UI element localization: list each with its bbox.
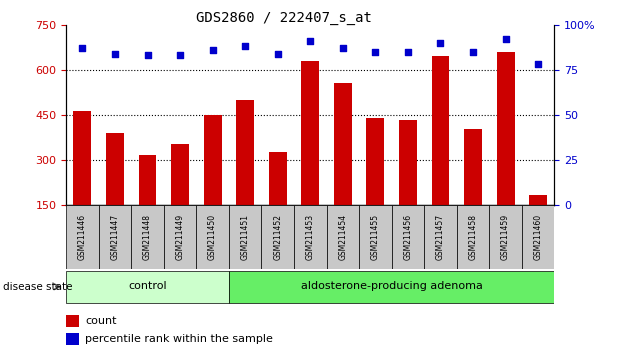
- FancyBboxPatch shape: [261, 205, 294, 269]
- Text: GSM211458: GSM211458: [469, 214, 478, 260]
- Text: control: control: [129, 281, 167, 291]
- Text: aldosterone-producing adenoma: aldosterone-producing adenoma: [301, 281, 483, 291]
- Text: disease state: disease state: [3, 282, 72, 292]
- FancyBboxPatch shape: [131, 205, 164, 269]
- Text: GSM211450: GSM211450: [208, 214, 217, 260]
- FancyBboxPatch shape: [164, 205, 197, 269]
- Bar: [171, 144, 189, 205]
- Point: [240, 44, 250, 49]
- FancyBboxPatch shape: [392, 205, 424, 269]
- Text: percentile rank within the sample: percentile rank within the sample: [85, 334, 273, 344]
- Bar: [269, 152, 287, 205]
- FancyBboxPatch shape: [66, 271, 229, 303]
- Point: [142, 53, 152, 58]
- Text: GSM211455: GSM211455: [371, 214, 380, 260]
- FancyBboxPatch shape: [457, 205, 490, 269]
- FancyBboxPatch shape: [66, 205, 99, 269]
- FancyBboxPatch shape: [99, 205, 131, 269]
- Text: GSM211459: GSM211459: [501, 214, 510, 260]
- Bar: [236, 100, 254, 205]
- Point: [110, 51, 120, 57]
- Point: [533, 62, 543, 67]
- Point: [403, 49, 413, 55]
- Text: GSM211448: GSM211448: [143, 214, 152, 260]
- Bar: [334, 84, 352, 205]
- Point: [338, 45, 348, 51]
- Text: GSM211446: GSM211446: [78, 214, 87, 260]
- Point: [305, 38, 315, 44]
- Text: GSM211449: GSM211449: [176, 214, 185, 260]
- FancyBboxPatch shape: [197, 205, 229, 269]
- Point: [175, 53, 185, 58]
- Bar: [139, 155, 156, 205]
- Bar: [496, 52, 515, 205]
- Bar: [464, 129, 482, 205]
- Bar: [399, 120, 417, 205]
- Bar: [66, 315, 79, 327]
- FancyBboxPatch shape: [229, 271, 554, 303]
- Text: GSM211447: GSM211447: [110, 214, 120, 260]
- Point: [435, 40, 445, 46]
- Text: GSM211452: GSM211452: [273, 214, 282, 260]
- Point: [500, 36, 510, 42]
- Point: [207, 47, 218, 53]
- Bar: [74, 110, 91, 205]
- Text: GSM211451: GSM211451: [241, 214, 249, 260]
- Text: GSM211453: GSM211453: [306, 214, 315, 260]
- FancyBboxPatch shape: [424, 205, 457, 269]
- Bar: [367, 118, 384, 205]
- Bar: [301, 62, 319, 205]
- Point: [370, 49, 381, 55]
- FancyBboxPatch shape: [522, 205, 554, 269]
- Bar: [529, 195, 547, 205]
- FancyBboxPatch shape: [359, 205, 392, 269]
- FancyBboxPatch shape: [229, 205, 261, 269]
- Point: [468, 49, 478, 55]
- Point: [273, 51, 283, 57]
- Text: GDS2860 / 222407_s_at: GDS2860 / 222407_s_at: [195, 11, 372, 25]
- Text: GSM211457: GSM211457: [436, 214, 445, 260]
- Text: GSM211456: GSM211456: [403, 214, 413, 260]
- FancyBboxPatch shape: [326, 205, 359, 269]
- FancyBboxPatch shape: [294, 205, 326, 269]
- Text: GSM211460: GSM211460: [534, 214, 542, 260]
- Bar: [203, 115, 222, 205]
- Text: count: count: [85, 316, 117, 326]
- Bar: [432, 56, 449, 205]
- Text: GSM211454: GSM211454: [338, 214, 347, 260]
- FancyBboxPatch shape: [490, 205, 522, 269]
- Bar: [66, 333, 79, 345]
- Point: [77, 45, 88, 51]
- Bar: [106, 133, 124, 205]
